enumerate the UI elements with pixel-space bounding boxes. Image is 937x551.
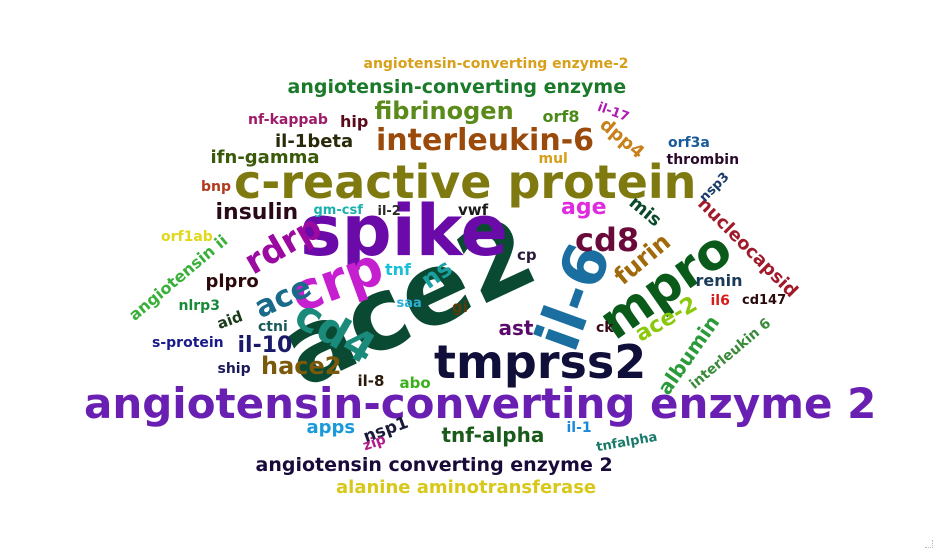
word-angiotensin-converting-enzyme-2: angiotensin-converting enzyme 2 [84, 379, 877, 428]
word-plpro: plpro [205, 271, 259, 292]
word-il-2: il-2 [377, 203, 401, 219]
word-interleukin-6: interleukin-6 [376, 123, 595, 158]
word-tnfalpha: tnfalpha [595, 429, 659, 455]
word-apps: apps [306, 417, 356, 438]
word-c-reactive-protein: c-reactive protein [234, 155, 697, 209]
word-il-8: il-8 [357, 371, 385, 390]
word-il-1: il-1 [566, 420, 592, 436]
word-il-1beta: il-1beta [275, 131, 354, 152]
word-orf1ab: orf1ab [161, 229, 213, 245]
word-vwf: vwf [458, 200, 489, 219]
word-il-17: il-17 [595, 99, 631, 125]
word-tnf-alpha: tnf-alpha [441, 423, 545, 447]
word-ast: ast [498, 316, 534, 340]
word-tmprss2: tmprss2 [434, 335, 647, 389]
word-cd147: cd147 [742, 292, 787, 308]
word-spike: spike [300, 190, 508, 272]
word-angiotensin-converting-enzyme: angiotensin-converting enzyme [287, 75, 627, 98]
word-angiotensin-converting-enzyme-2: angiotensin converting enzyme 2 [255, 453, 613, 476]
word-ctni: ctni [258, 319, 288, 335]
word-fibrinogen: fibrinogen [374, 97, 514, 125]
word-orf3a: orf3a [668, 135, 710, 151]
word-ifn-gamma: ifn-gamma [210, 147, 320, 168]
word-orf8: orf8 [542, 107, 580, 126]
word-thrombin: thrombin [666, 152, 740, 168]
word-saa: saa [396, 295, 422, 311]
word-cp: cp [517, 245, 537, 264]
word-renin: renin [695, 271, 743, 290]
word-il6: il6 [710, 293, 730, 309]
word-insulin: insulin [215, 200, 299, 225]
word-ck: ck [596, 320, 614, 336]
word-age: age [561, 195, 607, 220]
word-ship: ship [217, 361, 251, 377]
word-nf-kappab: nf-kappab [248, 112, 328, 128]
word-nlrp3: nlrp3 [178, 298, 220, 314]
word-hace2: hace2 [261, 352, 342, 380]
word-gm-csf: gm-csf [313, 202, 363, 218]
word-hip: hip [340, 112, 369, 131]
word-tnf: tnf [385, 260, 411, 279]
word-alanine-aminotransferase: alanine aminotransferase [336, 477, 597, 498]
resize-handle-icon [925, 540, 933, 548]
word-bnp: bnp [201, 179, 232, 195]
word-gi: gi [452, 297, 468, 316]
word-mul: mul [538, 151, 568, 167]
word-abo: abo [399, 373, 431, 392]
word-il-10: il-10 [237, 333, 293, 358]
word-cd8: cd8 [575, 221, 640, 259]
word-s-protein: s-protein [152, 335, 224, 351]
word-angiotensin-converting-enzyme-2: angiotensin-converting enzyme-2 [363, 56, 629, 72]
